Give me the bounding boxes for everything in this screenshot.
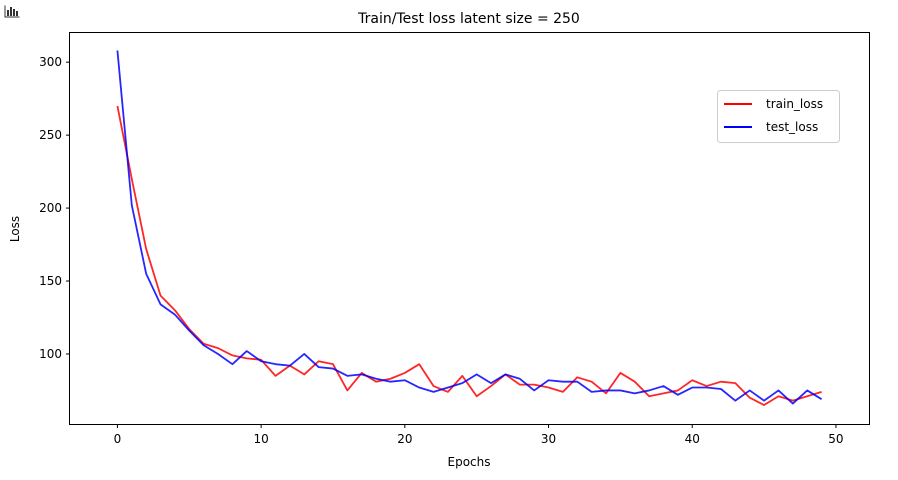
x-tick-label: 40 <box>685 432 700 446</box>
chart-title: Train/Test loss latent size = 250 <box>357 11 580 27</box>
x-tick-label: 50 <box>828 432 843 446</box>
y-tick-label: 100 <box>39 347 62 361</box>
y-tick-label: 200 <box>39 201 62 215</box>
y-axis-label: Loss <box>8 216 22 242</box>
y-tick-label: 250 <box>39 128 62 142</box>
series-line-test-loss <box>116 50 823 405</box>
series-line-train-loss <box>116 105 822 406</box>
legend-label-test-loss: test_loss <box>766 120 818 134</box>
x-tick-label: 10 <box>253 432 268 446</box>
x-axis-label: Epochs <box>448 455 491 469</box>
x-tick-label: 0 <box>114 432 122 446</box>
bar-chart-icon <box>4 5 20 18</box>
y-tick-label: 150 <box>39 274 62 288</box>
y-tick-label: 300 <box>39 55 62 69</box>
legend: train_loss test_loss <box>717 90 840 143</box>
plot-frame <box>69 32 870 425</box>
x-tick-label: 20 <box>397 432 412 446</box>
x-tick-label: 30 <box>541 432 556 446</box>
legend-label-train-loss: train_loss <box>766 97 823 111</box>
